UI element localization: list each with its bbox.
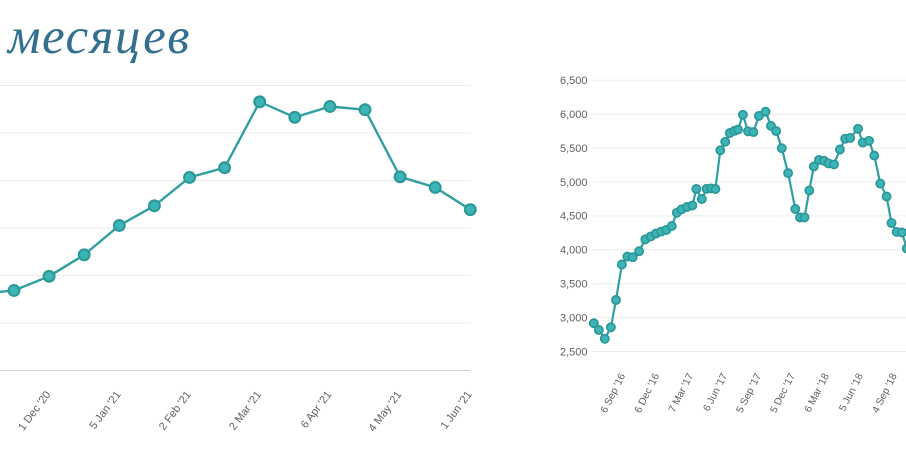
svg-text:3,000: 3,000 bbox=[560, 312, 588, 324]
svg-text:5 Sep '17: 5 Sep '17 bbox=[735, 372, 764, 415]
svg-text:7 Mar '17: 7 Mar '17 bbox=[667, 372, 696, 415]
svg-text:5 Jan '21: 5 Jan '21 bbox=[87, 389, 123, 432]
svg-text:6,000: 6,000 bbox=[560, 109, 588, 121]
svg-text:6 Apr '21: 6 Apr '21 bbox=[299, 389, 335, 431]
svg-text:5,500: 5,500 bbox=[560, 143, 588, 155]
svg-text:6,500: 6,500 bbox=[560, 75, 588, 87]
svg-text:5 Dec '17: 5 Dec '17 bbox=[769, 372, 798, 415]
svg-text:5 Jun '18: 5 Jun '18 bbox=[837, 372, 866, 414]
svg-text:4,000: 4,000 bbox=[560, 245, 588, 257]
svg-text:1 Jun '21: 1 Jun '21 bbox=[438, 389, 474, 432]
svg-text:2 Feb '21: 2 Feb '21 bbox=[157, 389, 194, 433]
svg-text:3,500: 3,500 bbox=[560, 279, 588, 291]
svg-text:4 May '21: 4 May '21 bbox=[366, 389, 404, 434]
svg-text:1 Dec '20: 1 Dec '20 bbox=[16, 389, 53, 433]
svg-text:4 Sep '18: 4 Sep '18 bbox=[871, 372, 900, 415]
svg-text:5,000: 5,000 bbox=[560, 177, 588, 189]
svg-text:2,500: 2,500 bbox=[560, 346, 588, 358]
svg-text:6 Mar '18: 6 Mar '18 bbox=[803, 372, 832, 415]
svg-text:4,500: 4,500 bbox=[560, 211, 588, 223]
svg-text:2 Mar '21: 2 Mar '21 bbox=[227, 389, 264, 433]
svg-text:6 Sep '16: 6 Sep '16 bbox=[599, 372, 628, 415]
svg-text:6 Dec '16: 6 Dec '16 bbox=[633, 372, 662, 415]
svg-text:6 Jun '17: 6 Jun '17 bbox=[702, 372, 731, 414]
